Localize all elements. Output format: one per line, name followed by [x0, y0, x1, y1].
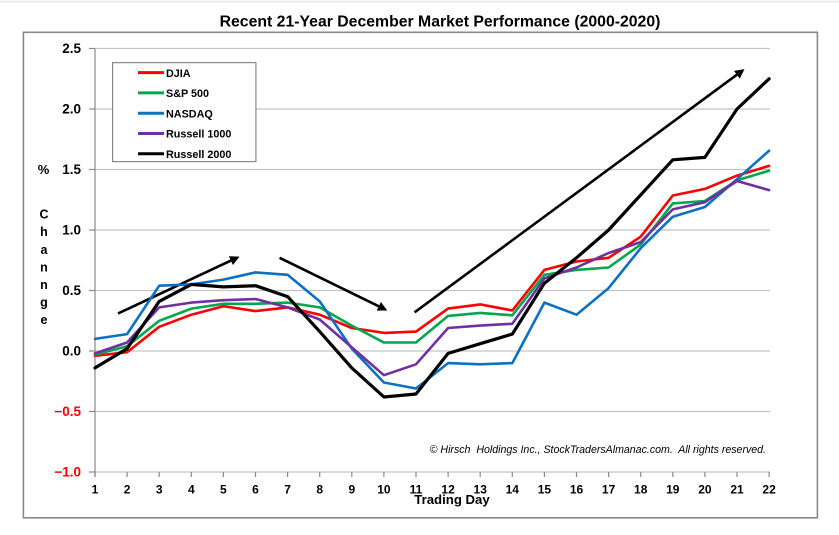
svg-text:1.5: 1.5	[62, 162, 81, 177]
svg-text:18: 18	[634, 483, 648, 497]
svg-text:S&P 500: S&P 500	[166, 88, 209, 100]
svg-text:−1.0: −1.0	[54, 465, 81, 480]
svg-text:4: 4	[188, 483, 195, 497]
svg-text:2: 2	[124, 483, 131, 497]
svg-text:e: e	[41, 313, 48, 327]
svg-text:12: 12	[441, 483, 455, 497]
svg-text:Russell 1000: Russell 1000	[166, 129, 231, 141]
svg-text:22: 22	[762, 483, 776, 497]
svg-text:h: h	[40, 225, 48, 239]
svg-text:15: 15	[538, 483, 552, 497]
svg-text:© Hirsch Holdings Inc., Stock: © Hirsch Holdings Inc., StockTradersAlma…	[430, 444, 766, 456]
svg-text:DJIA: DJIA	[166, 68, 191, 80]
svg-text:16: 16	[570, 483, 584, 497]
svg-text:n: n	[40, 260, 48, 274]
svg-text:%: %	[38, 162, 50, 177]
svg-text:n: n	[40, 278, 48, 292]
svg-text:13: 13	[474, 483, 488, 497]
svg-text:20: 20	[698, 483, 712, 497]
svg-text:1: 1	[92, 483, 99, 497]
svg-text:NASDAQ: NASDAQ	[166, 108, 213, 120]
svg-text:19: 19	[666, 483, 680, 497]
svg-text:17: 17	[602, 483, 616, 497]
svg-text:2.5: 2.5	[62, 41, 81, 56]
svg-text:7: 7	[284, 483, 291, 497]
svg-text:a: a	[41, 243, 49, 257]
svg-text:21: 21	[730, 483, 744, 497]
svg-text:0.5: 0.5	[62, 283, 81, 298]
svg-text:−0.5: −0.5	[54, 404, 81, 419]
svg-text:Recent 21-Year December Market: Recent 21-Year December Market Performan…	[220, 14, 661, 31]
svg-text:1.0: 1.0	[62, 223, 81, 238]
svg-text:10: 10	[377, 483, 391, 497]
svg-text:6: 6	[252, 483, 259, 497]
svg-text:g: g	[40, 296, 48, 310]
svg-text:11: 11	[410, 483, 423, 497]
svg-text:14: 14	[506, 483, 520, 497]
svg-text:Trading Day: Trading Day	[414, 492, 490, 507]
svg-text:Russell 2000: Russell 2000	[166, 149, 231, 161]
svg-text:9: 9	[348, 483, 355, 497]
svg-text:0.0: 0.0	[62, 344, 81, 359]
svg-text:5: 5	[220, 483, 227, 497]
svg-text:3: 3	[156, 483, 163, 497]
svg-text:8: 8	[316, 483, 323, 497]
svg-text:2.0: 2.0	[62, 102, 81, 117]
svg-text:C: C	[39, 208, 48, 222]
